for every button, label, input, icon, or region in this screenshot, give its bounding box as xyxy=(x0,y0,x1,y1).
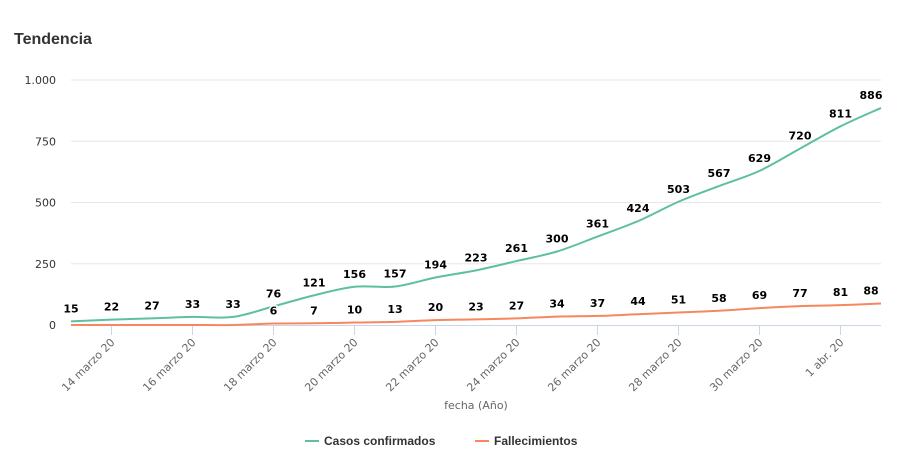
x-tick-label: 22 marzo 20 xyxy=(383,336,441,394)
legend-item: Casos confirmados xyxy=(324,434,436,448)
y-tick-label: 0 xyxy=(49,319,56,332)
legend-item: Fallecimientos xyxy=(494,434,578,448)
data-label: 34 xyxy=(549,298,565,311)
data-label: 88 xyxy=(863,284,878,297)
data-label: 886 xyxy=(860,89,883,102)
data-label: 44 xyxy=(630,295,646,308)
x-axis-title: fecha (Año) xyxy=(444,399,508,412)
data-label: 811 xyxy=(829,107,852,120)
data-label: 503 xyxy=(667,183,690,196)
x-tick-label: 28 marzo 20 xyxy=(626,336,684,394)
data-label: 15 xyxy=(63,302,78,315)
data-label: 69 xyxy=(752,289,767,302)
x-tick-label: 30 marzo 20 xyxy=(707,336,765,394)
data-label: 194 xyxy=(424,258,447,271)
x-tick-label: 26 marzo 20 xyxy=(545,336,603,394)
data-label: 13 xyxy=(387,303,402,316)
x-tick-label: 1 abr. 20 xyxy=(803,336,847,380)
y-tick-label: 1.000 xyxy=(25,74,57,87)
x-tick-label: 20 marzo 20 xyxy=(302,336,360,394)
y-tick-label: 500 xyxy=(35,197,56,210)
data-label: 7 xyxy=(310,304,318,317)
data-label: 77 xyxy=(792,287,807,300)
x-tick-label: 18 marzo 20 xyxy=(221,336,279,394)
series-line-casos-confirmados xyxy=(70,107,882,323)
data-label: 300 xyxy=(546,233,569,246)
chart-title: Tendencia xyxy=(14,31,92,48)
data-label: 157 xyxy=(384,268,407,281)
data-label: 58 xyxy=(711,292,726,305)
data-label: 156 xyxy=(343,268,366,281)
data-label: 23 xyxy=(468,300,483,313)
data-label: 361 xyxy=(586,218,609,231)
data-label: 51 xyxy=(671,294,686,307)
data-label: 27 xyxy=(144,299,159,312)
data-label: 567 xyxy=(708,167,731,180)
data-label: 261 xyxy=(505,242,528,255)
data-label: 20 xyxy=(428,301,444,314)
data-label: 424 xyxy=(627,202,650,215)
data-label: 22 xyxy=(104,301,119,314)
data-label: 27 xyxy=(509,299,524,312)
data-label: 33 xyxy=(225,298,240,311)
y-tick-label: 250 xyxy=(35,258,56,271)
data-label: 10 xyxy=(347,304,363,317)
x-tick-label: 24 marzo 20 xyxy=(464,336,522,394)
data-label: 720 xyxy=(789,130,812,143)
data-label: 121 xyxy=(303,276,326,289)
data-label: 33 xyxy=(185,298,200,311)
data-label: 76 xyxy=(266,287,282,300)
series-line-fallecimientos xyxy=(70,302,882,327)
data-label: 223 xyxy=(465,251,488,264)
x-tick-label: 14 marzo 20 xyxy=(59,336,117,394)
data-label: 629 xyxy=(748,152,771,165)
y-tick-label: 750 xyxy=(35,135,56,148)
data-label: 6 xyxy=(270,305,278,318)
data-label: 37 xyxy=(590,297,605,310)
x-tick-label: 16 marzo 20 xyxy=(140,336,198,394)
data-label: 81 xyxy=(833,286,848,299)
